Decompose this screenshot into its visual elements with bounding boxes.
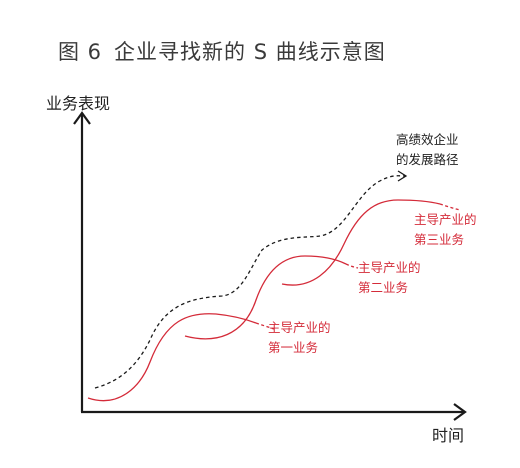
- second-business-curve: [184, 255, 347, 340]
- high-performance-path-arrowhead: [397, 170, 408, 182]
- x-axis-arrowhead: [453, 403, 467, 421]
- first-business-label: 主导产业的 第一业务: [268, 320, 331, 355]
- y-axis-label: 业务表现: [46, 94, 111, 113]
- second-business-label: 主导产业的 第二业务: [358, 260, 421, 295]
- high-performance-path-label: 高绩效企业 的发展路径: [396, 132, 459, 167]
- third-business-curve: [281, 199, 441, 286]
- first-business-curve-tail: [255, 322, 275, 330]
- figure-number: 图 6: [58, 40, 103, 64]
- first-business-curve: [87, 313, 257, 402]
- third-business-curve-tail: [439, 203, 461, 211]
- title-text: 企业寻找新的 S 曲线示意图: [114, 40, 386, 64]
- third-business-label: 主导产业的 第三业务: [414, 212, 477, 247]
- diagram-title: 图 6 企业寻找新的 S 曲线示意图: [58, 36, 386, 66]
- second-business-curve-tail: [345, 263, 359, 269]
- high-performance-path: [94, 175, 406, 389]
- x-axis-label: 时间: [432, 426, 465, 445]
- y-axis-arrowhead: [73, 111, 91, 125]
